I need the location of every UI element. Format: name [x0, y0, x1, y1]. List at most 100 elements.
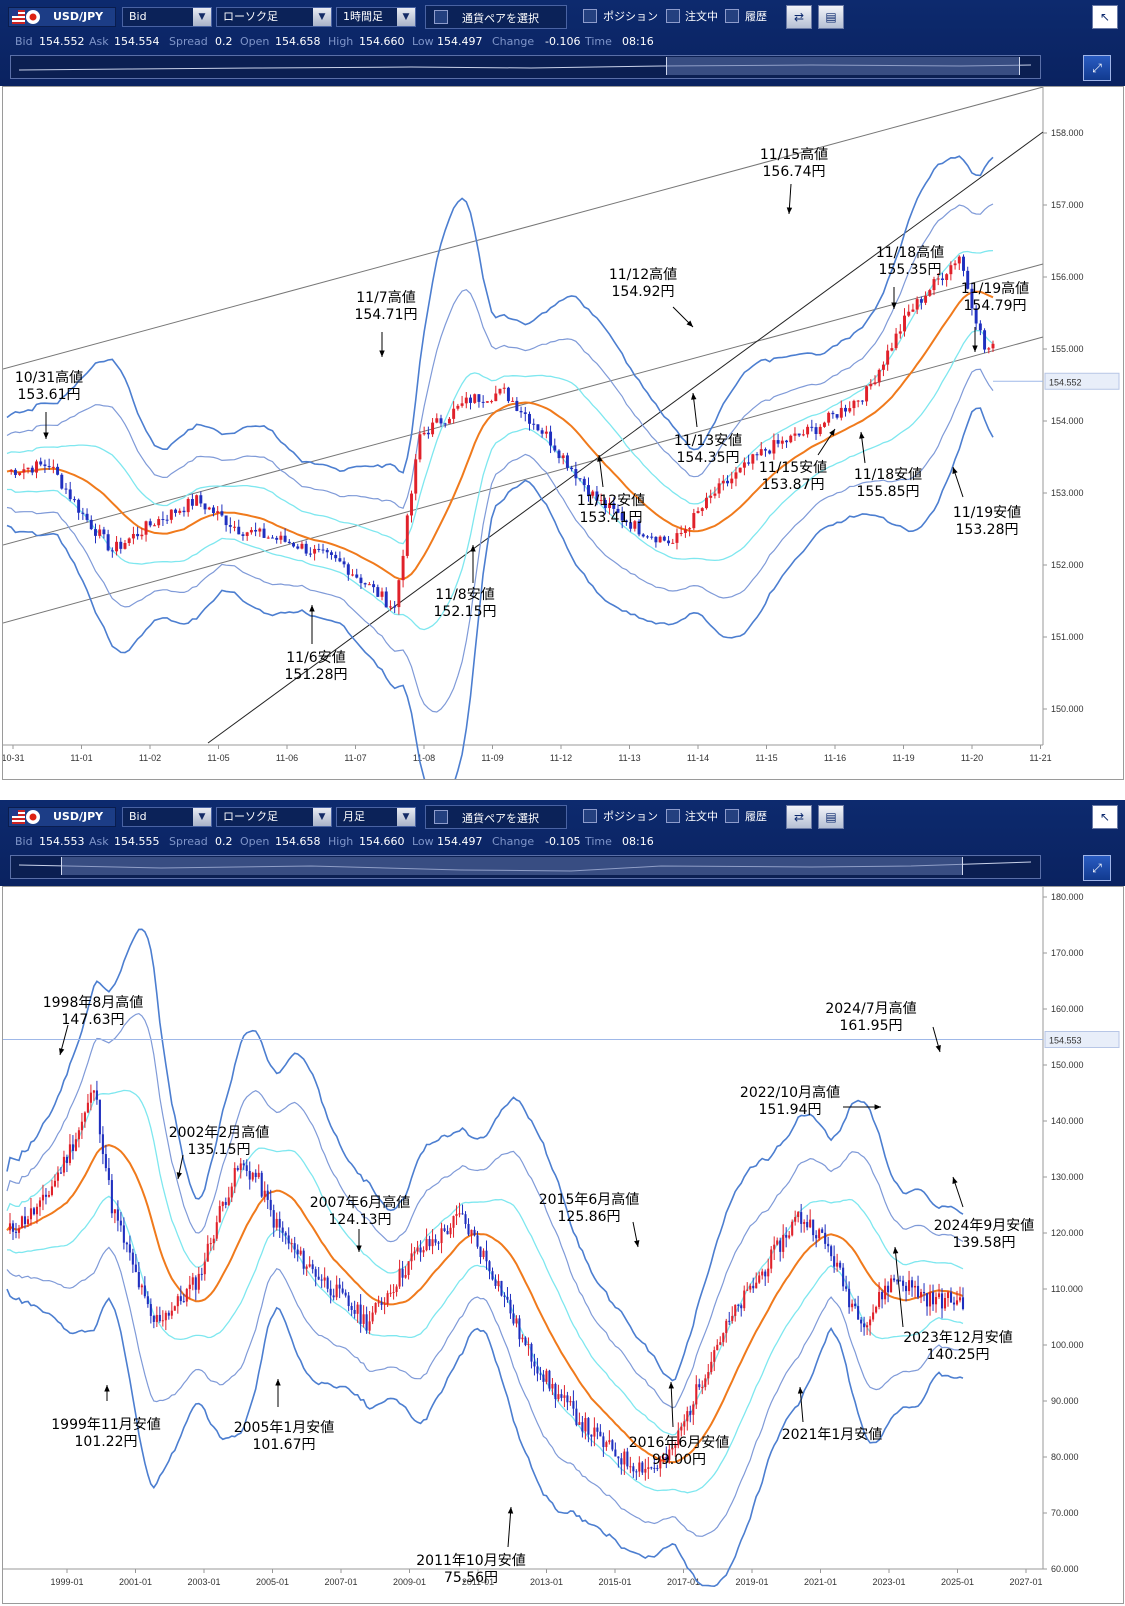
candle-body: [833, 1256, 836, 1267]
expand-button[interactable]: ⤢: [1083, 855, 1111, 881]
candle-body: [958, 1297, 962, 1301]
range-navigator[interactable]: [10, 55, 1041, 79]
candle-body: [780, 440, 784, 444]
candle-body: [788, 1235, 791, 1238]
candle-body: [77, 499, 81, 513]
candle-body: [245, 532, 249, 536]
candle-body: [455, 1213, 458, 1217]
candle-body: [460, 403, 464, 406]
candle-body: [380, 1302, 383, 1305]
y-tick-label: 110.000: [1051, 1284, 1083, 1294]
candle-body: [43, 464, 47, 467]
candle-body: [605, 1442, 608, 1448]
currency-pair-label: USD/JPY: [53, 810, 104, 823]
annotation-value: 153.87円: [762, 477, 825, 493]
candle-body: [50, 1186, 53, 1195]
y-tick-label: 160.000: [1051, 1004, 1084, 1014]
candle-body: [346, 564, 350, 575]
navigator-selection-handle[interactable]: [666, 57, 1020, 75]
candle-body: [220, 511, 224, 516]
candle-body: [557, 1394, 560, 1400]
timeframe-select[interactable]: 1時間足 ▼: [336, 7, 416, 27]
annotation-arrow-head: [43, 432, 49, 439]
candle-body: [431, 1239, 434, 1247]
candle-body: [44, 1194, 48, 1197]
position-checkbox[interactable]: [583, 809, 597, 823]
candle-body: [726, 480, 730, 484]
chart-type-select[interactable]: ローソク足 ▼: [216, 807, 332, 827]
current-price-label: 154.552: [1049, 377, 1082, 387]
select-pair-checkbox[interactable]: [434, 10, 448, 24]
band-2sigma-upper: [6, 1012, 964, 1409]
select-pair-checkbox[interactable]: [434, 810, 448, 824]
chart-type-select[interactable]: ローソク足 ▼: [216, 7, 332, 27]
candle-body: [72, 499, 76, 501]
candle-body: [738, 467, 742, 473]
annotation-arrow-head: [275, 1379, 281, 1386]
candle-body: [734, 472, 738, 479]
price-type-select[interactable]: Bid ▼: [122, 7, 212, 27]
currency-pair-button[interactable]: USD/JPY: [8, 807, 116, 827]
candlestick-chart[interactable]: 60.000 70.000 80.000 90.000 100.000 110.000 12…: [3, 887, 1123, 1603]
candle-body: [251, 1172, 254, 1180]
low-label: Low: [412, 835, 434, 848]
chart-area[interactable]: 60.000 70.000 80.000 90.000 100.000 110.000 12…: [2, 886, 1124, 1604]
candle-body: [440, 1228, 443, 1244]
candle-body: [957, 256, 961, 264]
candle-body: [104, 1154, 107, 1169]
x-tick-label: 2019-01: [735, 1577, 768, 1587]
candle-body: [26, 467, 30, 470]
currency-pair-button[interactable]: USD/JPY: [8, 7, 116, 27]
chart-type-value: ローソク足: [223, 10, 278, 23]
position-checkbox[interactable]: [583, 9, 597, 23]
candle-body: [955, 1300, 959, 1305]
candle-body: [461, 1213, 464, 1215]
y-tick-label: 153.000: [1051, 488, 1084, 498]
chart-tool-button[interactable]: ⇄: [786, 805, 812, 829]
candle-body: [692, 1404, 695, 1415]
navigator-selection-handle[interactable]: [61, 857, 963, 875]
history-checkbox[interactable]: [725, 809, 739, 823]
chart-tool-icon: ⇄: [793, 810, 805, 824]
candle-body: [416, 1247, 419, 1252]
timeframe-select[interactable]: 月足 ▼: [336, 807, 416, 827]
annotation-title: 2023年12月安値: [903, 1330, 1012, 1346]
candle-body: [191, 1277, 194, 1285]
price-type-select[interactable]: Bid ▼: [122, 807, 212, 827]
chart-tool-button[interactable]: ⇄: [786, 5, 812, 29]
expand-button[interactable]: ⤢: [1083, 55, 1111, 81]
annotation-value: 155.35円: [879, 262, 942, 278]
candle-body: [404, 1275, 407, 1278]
candle-body: [917, 1285, 920, 1298]
history-checkbox[interactable]: [725, 9, 739, 23]
candle-body: [907, 311, 911, 316]
candle-body: [872, 1312, 875, 1320]
chart-area[interactable]: 150.000 151.000 152.000 153.000 154.000 155.0…: [2, 86, 1124, 780]
window-tool-button[interactable]: ▤: [818, 805, 844, 829]
candle-body: [182, 510, 186, 513]
window-tool-button[interactable]: ▤: [818, 5, 844, 29]
candle-body: [818, 1229, 821, 1239]
candle-body: [356, 1304, 359, 1314]
candle-body: [197, 1273, 200, 1290]
y-tick-label: 157.000: [1051, 200, 1084, 210]
candle-body: [578, 1422, 581, 1425]
range-navigator[interactable]: [10, 855, 1041, 879]
candle-body: [644, 1468, 647, 1473]
detach-button[interactable]: ↖: [1092, 5, 1118, 29]
candle-body: [759, 449, 763, 456]
orders-checkbox[interactable]: [666, 9, 680, 23]
annotation-arrow-head: [892, 1247, 899, 1254]
candle-body: [707, 1372, 710, 1379]
candle-body: [383, 1303, 386, 1305]
candlestick-chart[interactable]: 150.000 151.000 152.000 153.000 154.000 155.0…: [3, 87, 1123, 779]
detach-button[interactable]: ↖: [1092, 805, 1118, 829]
candle-body: [896, 1280, 899, 1282]
candle-body: [974, 308, 978, 324]
x-tick-label: 11-08: [413, 753, 435, 763]
candle-body: [662, 536, 666, 541]
candle-body: [98, 529, 102, 536]
candle-body: [128, 1244, 131, 1253]
candle-body: [149, 1304, 152, 1316]
orders-checkbox[interactable]: [666, 809, 680, 823]
